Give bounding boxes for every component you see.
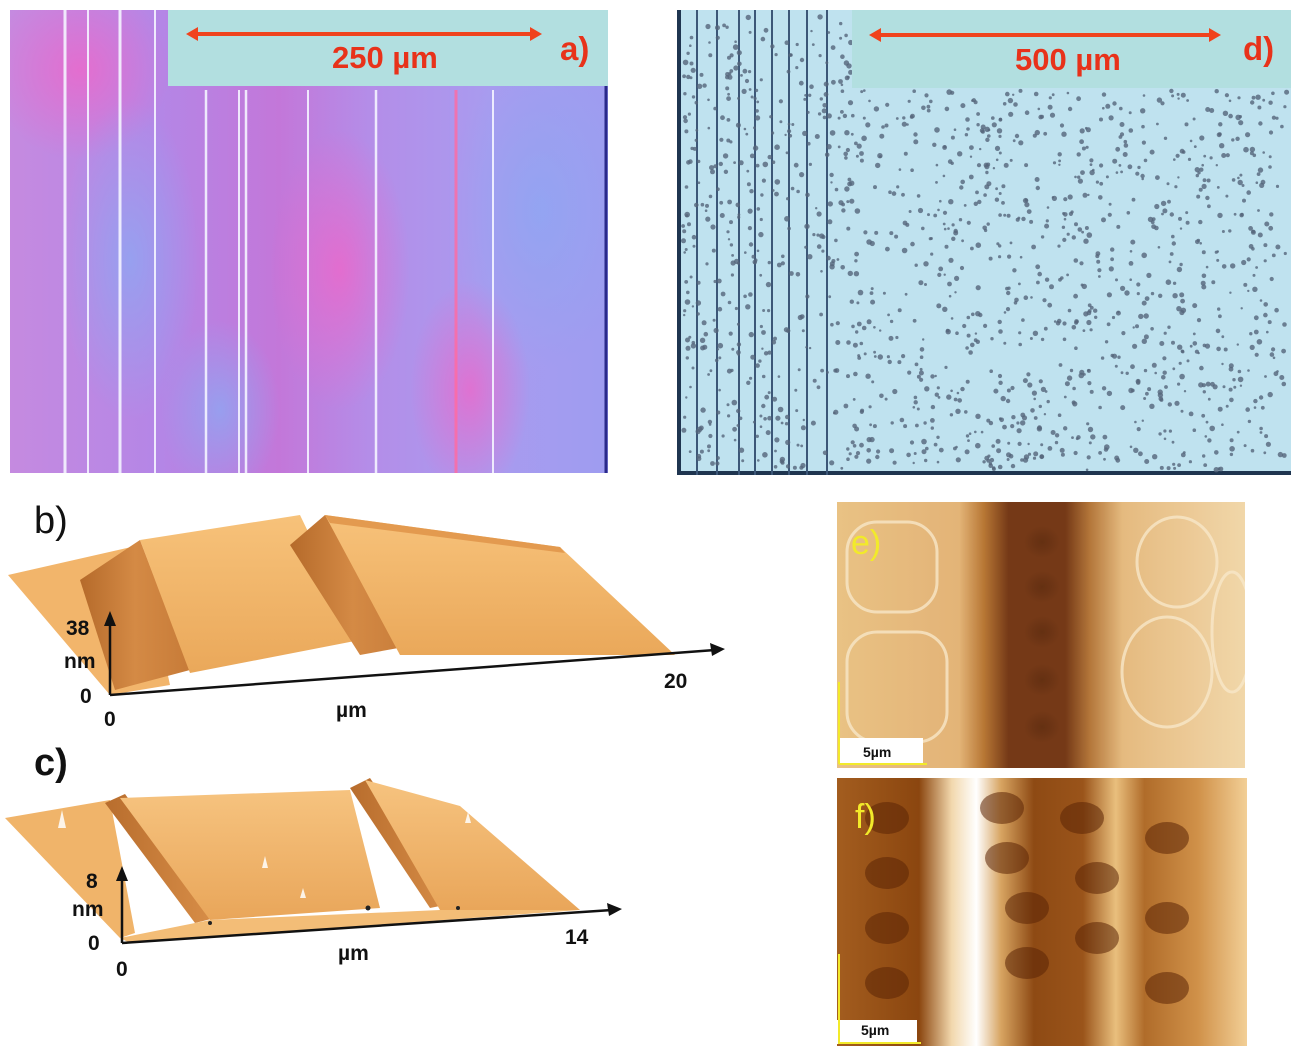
panel-c: c) 8 nm 0 0 µm 14 [0,738,640,988]
panel-c-z-min: 0 [88,932,100,955]
panel-c-z-max: 8 [86,870,98,893]
panel-b-x-max: 20 [664,670,688,693]
panel-b-x-min: 0 [104,708,116,731]
panel-e: e) 5µm [837,502,1245,768]
panel-d-scale-bar-label: 500 µm [1015,42,1121,77]
panel-a-label: a) [560,30,590,67]
panel-c-image [5,778,622,945]
panel-c-x-max: 14 [565,926,589,949]
panel-b-label: b) [34,500,68,542]
panel-d-image [677,10,1291,475]
panel-f: f) 5µm [837,778,1247,1046]
panel-f-image [837,778,1247,1046]
panel-c-z-unit: nm [72,898,104,921]
panel-b-x-unit: µm [336,699,367,722]
panel-c-label: c) [34,742,68,784]
panel-a-scale-bar-label: 250 µm [332,40,438,75]
panel-d-label: d) [1243,30,1275,67]
panel-a: 250 µm a) [10,10,608,473]
panel-e-scale-bar-label: 5µm [863,744,892,760]
panel-b-image [8,515,725,697]
panel-f-scale-bar-label: 5µm [861,1022,890,1038]
panel-b-z-min: 0 [80,685,92,708]
panel-b: b) 38 nm 0 0 µm 20 [0,495,740,735]
panel-b-z-unit: nm [64,650,96,673]
panel-d: 500 µm d) [677,10,1291,475]
panel-e-label: e) [851,524,882,562]
panel-c-x-unit: µm [338,942,369,965]
panel-f-label: f) [855,798,876,836]
panel-e-image [837,502,1245,768]
panel-a-image [10,10,608,473]
panel-c-x-min: 0 [116,958,128,981]
panel-b-z-max: 38 [66,617,90,640]
